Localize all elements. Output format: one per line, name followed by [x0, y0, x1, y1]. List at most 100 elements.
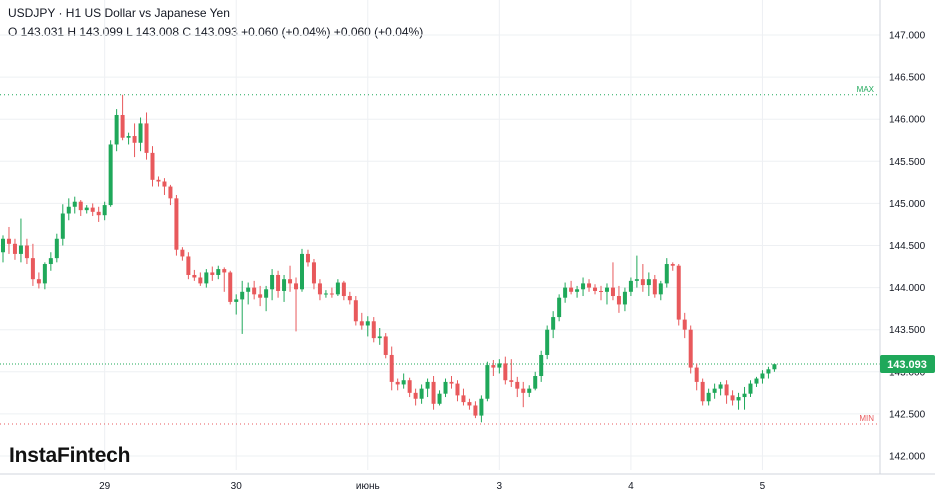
candle	[6, 226, 11, 254]
candle	[485, 361, 490, 402]
candle-body	[323, 293, 328, 295]
candle-body	[246, 287, 251, 292]
candle-body	[54, 238, 59, 259]
candle-body	[718, 384, 723, 389]
candle	[234, 294, 239, 315]
candle-body	[569, 287, 574, 292]
candle	[60, 204, 65, 246]
candle-body	[479, 398, 484, 416]
y-tick-label: 145.500	[889, 157, 926, 168]
candle	[311, 258, 316, 290]
candle-body	[84, 207, 89, 211]
candle	[652, 274, 657, 298]
candle-body	[694, 367, 699, 382]
candle	[383, 333, 388, 359]
candle	[670, 262, 675, 271]
candle-body	[24, 245, 29, 259]
candle-body	[300, 253, 304, 290]
candle-body	[216, 269, 221, 275]
candle	[437, 390, 442, 406]
candle-body	[599, 290, 603, 292]
candle-body	[282, 279, 287, 291]
candle	[599, 285, 603, 301]
candle-body	[527, 388, 532, 393]
candle	[180, 247, 185, 261]
candle	[640, 264, 645, 292]
candle-body	[174, 198, 179, 250]
min-label: MIN	[859, 414, 874, 423]
candle-body	[389, 354, 394, 382]
candle-body	[437, 393, 442, 404]
candle	[114, 109, 119, 152]
candle	[610, 262, 615, 301]
candle	[389, 346, 394, 391]
candle-body	[497, 363, 502, 368]
candle	[706, 388, 711, 406]
candle-body	[652, 279, 657, 295]
candle-body	[443, 381, 448, 394]
candle-body	[1, 238, 5, 253]
candle	[760, 370, 765, 384]
candle-body	[126, 136, 131, 138]
candle-body	[228, 272, 233, 302]
candle-body	[467, 402, 472, 406]
candle-body	[646, 279, 651, 286]
candle-body	[401, 380, 406, 385]
candle	[270, 269, 275, 301]
candle	[258, 285, 263, 307]
candle-body	[240, 291, 245, 300]
candle-body	[18, 245, 23, 254]
candle-body	[688, 329, 693, 368]
candle	[754, 376, 759, 387]
y-tick-label: 144.000	[889, 283, 926, 294]
candle-body	[593, 287, 598, 291]
candle	[54, 233, 59, 263]
candle	[413, 388, 418, 406]
candle-body	[431, 381, 436, 404]
candle-body	[473, 405, 478, 416]
candle-body	[461, 395, 466, 403]
candle	[569, 280, 574, 295]
candle-body	[413, 392, 418, 399]
candle	[467, 398, 472, 410]
candle	[48, 252, 53, 271]
reference-lines: MAX MIN	[0, 85, 880, 425]
candles	[1, 94, 777, 423]
candle	[509, 359, 514, 387]
candle-body	[754, 378, 759, 384]
candle	[30, 243, 35, 286]
candle	[563, 282, 568, 303]
candle-body	[581, 283, 586, 290]
candle-body	[234, 299, 239, 302]
candle-body	[335, 282, 340, 295]
candle	[252, 280, 257, 300]
candle	[616, 285, 621, 313]
candle	[216, 265, 221, 280]
candle-body	[353, 300, 358, 322]
candle	[401, 373, 406, 389]
candle	[634, 255, 639, 288]
y-tick-label: 142.500	[889, 409, 926, 420]
candle-body	[587, 283, 592, 288]
candle	[449, 376, 454, 389]
candle	[455, 380, 460, 402]
candle	[156, 176, 161, 187]
candle	[36, 272, 41, 289]
candle-body	[198, 277, 203, 284]
candle-body	[48, 258, 53, 265]
candle-body	[724, 384, 729, 396]
candle-body	[72, 201, 77, 207]
candle	[186, 252, 191, 280]
candle-body	[30, 258, 35, 280]
y-tick-label: 146.500	[889, 73, 926, 84]
candle-body	[276, 274, 281, 291]
max-label: MAX	[857, 85, 875, 94]
candle	[551, 311, 556, 339]
x-tick-label: 4	[628, 481, 634, 492]
candle	[240, 280, 245, 334]
x-tick-label: 30	[231, 481, 243, 492]
candle	[742, 386, 747, 410]
candle-body	[628, 280, 633, 292]
candle	[371, 317, 376, 343]
